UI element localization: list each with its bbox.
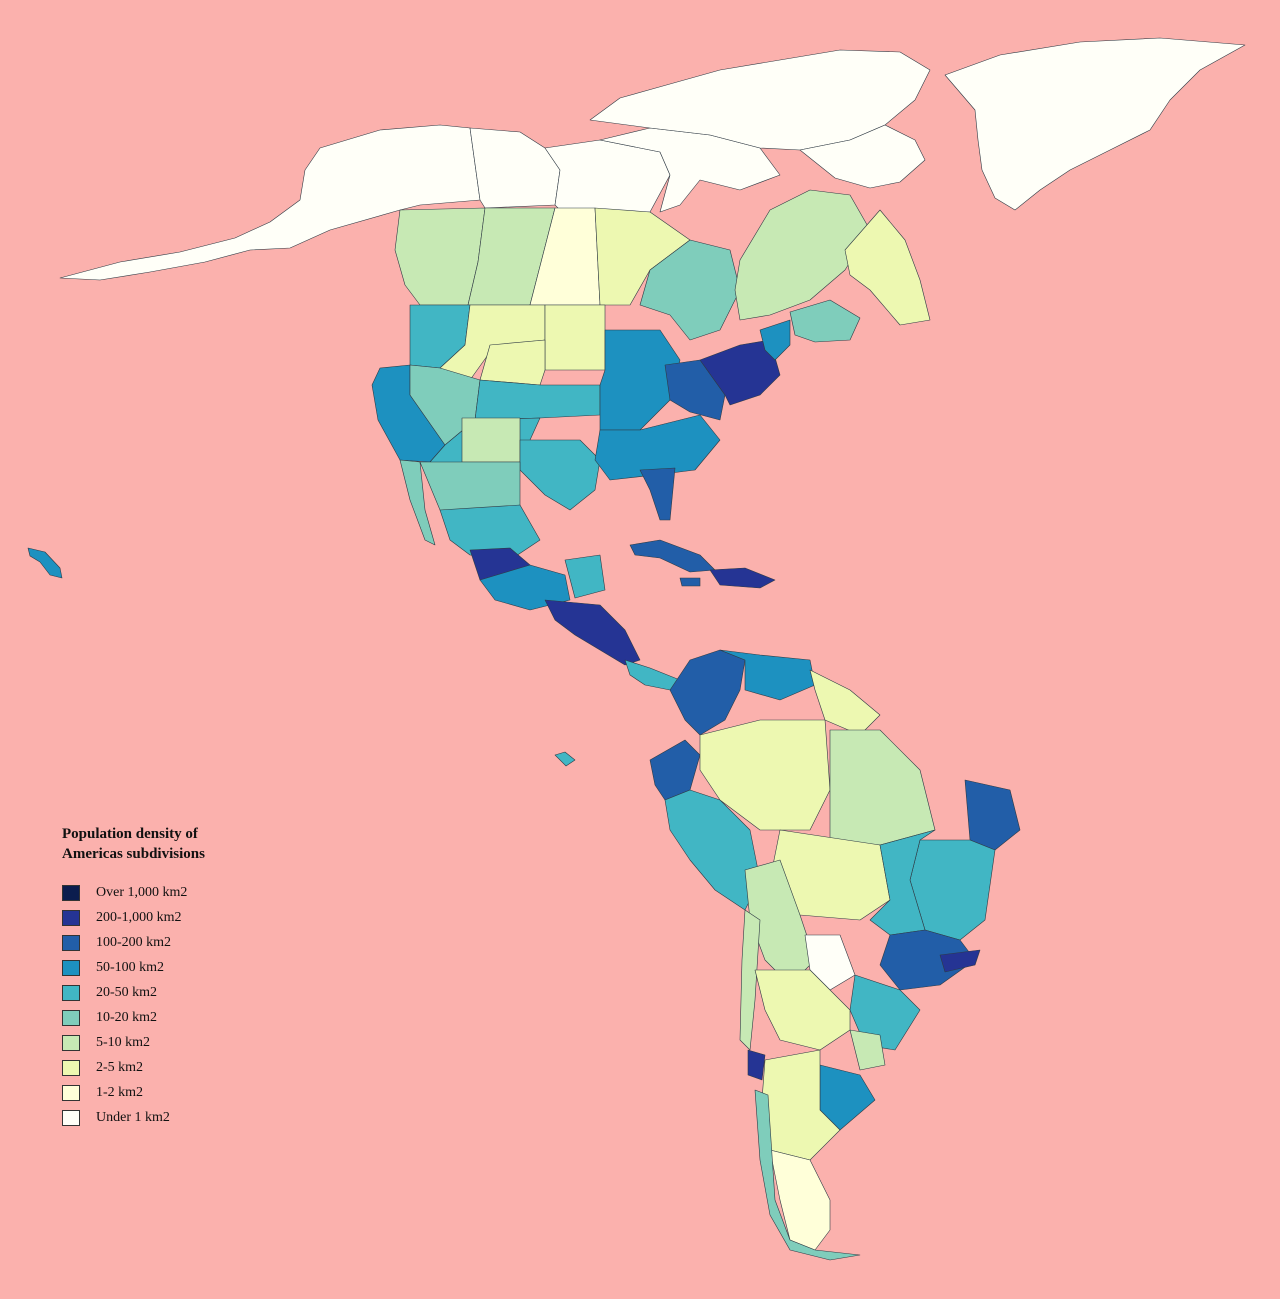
region-us-new-mexico [461,417,521,463]
legend-title-line1: Population density of [62,826,198,842]
region-newfoundland-labrador [844,209,931,326]
legend-item: Over 1,000 km2 [62,880,302,905]
legend-title: Population density of Americas subdivisi… [62,824,302,864]
region-chile-south [754,1089,861,1261]
legend-item: 2-5 km2 [62,1055,302,1080]
region-us-colorado-kansas [474,379,601,421]
legend-item: 100-200 km2 [62,930,302,955]
legend-swatch [62,1109,80,1126]
region-us-florida [639,467,676,521]
legend-swatch [62,884,80,901]
legend-item: Under 1 km2 [62,1105,302,1130]
region-galapagos [554,751,576,767]
legend-item: 20-50 km2 [62,980,302,1005]
region-jamaica [679,577,701,587]
legend-swatch [62,909,80,926]
region-rio-de-janeiro [939,949,981,973]
region-northeast-brazil [964,779,1021,851]
region-central-america [544,599,641,666]
legend-swatch [62,1059,80,1076]
region-patagonia [769,1149,831,1251]
legend-item: 50-100 km2 [62,955,302,980]
legend-swatch [62,959,80,976]
legend-label: 10-20 km2 [96,1009,158,1025]
legend-label: 50-100 km2 [96,959,165,975]
region-us-new-england [759,319,791,361]
region-quebec [734,189,871,321]
legend-title-line2: Americas subdivisions [62,846,205,862]
region-hispaniola [709,567,776,589]
legend-swatch [62,1084,80,1101]
legend-item: 1-2 km2 [62,1080,302,1105]
region-uruguay [849,1029,886,1071]
region-us-wyoming-nebraska [479,339,546,386]
region-hawaii [27,547,63,579]
region-amazonas [699,719,831,831]
region-yucatan [564,554,606,599]
region-us-texas [519,439,601,511]
region-cuba [629,539,716,573]
region-chile-north [739,909,761,1051]
legend-label: 2-5 km2 [96,1059,144,1075]
region-arctic-islands [589,49,931,151]
legend-label: Under 1 km2 [96,1109,170,1125]
legend-swatch [62,1034,80,1051]
region-northwest-territories [544,139,671,213]
legend-items: Over 1,000 km2 200-1,000 km2 100-200 km2… [62,880,302,1130]
legend-swatch [62,984,80,1001]
region-us-dakotas [544,304,606,371]
region-us-northeast [699,339,781,406]
region-venezuela [719,649,816,701]
region-southeast-brazil [879,929,976,991]
legend-label: 100-200 km2 [96,934,172,950]
legend-label: Over 1,000 km2 [96,884,188,900]
legend-item: 5-10 km2 [62,1030,302,1055]
region-paraguay [804,934,856,991]
legend-item: 10-20 km2 [62,1005,302,1030]
legend-item: 200-1,000 km2 [62,905,302,930]
legend-label: 200-1,000 km2 [96,909,182,925]
legend-swatch [62,934,80,951]
region-colombia [669,649,746,736]
region-us-southeast [594,414,721,481]
legend-label: 5-10 km2 [96,1034,151,1050]
region-ontario [639,239,741,341]
legend-swatch [62,1009,80,1026]
region-argentina-north [754,969,851,1051]
region-chile-central [747,1049,766,1081]
region-southern-mexico [479,564,571,611]
legend-label: 20-50 km2 [96,984,158,1000]
legend-label: 1-2 km2 [96,1084,144,1100]
legend: Population density of Americas subdivisi… [62,824,302,1130]
region-greenland [944,37,1246,211]
region-maritimes [789,299,861,343]
region-baffin-island [799,124,926,189]
